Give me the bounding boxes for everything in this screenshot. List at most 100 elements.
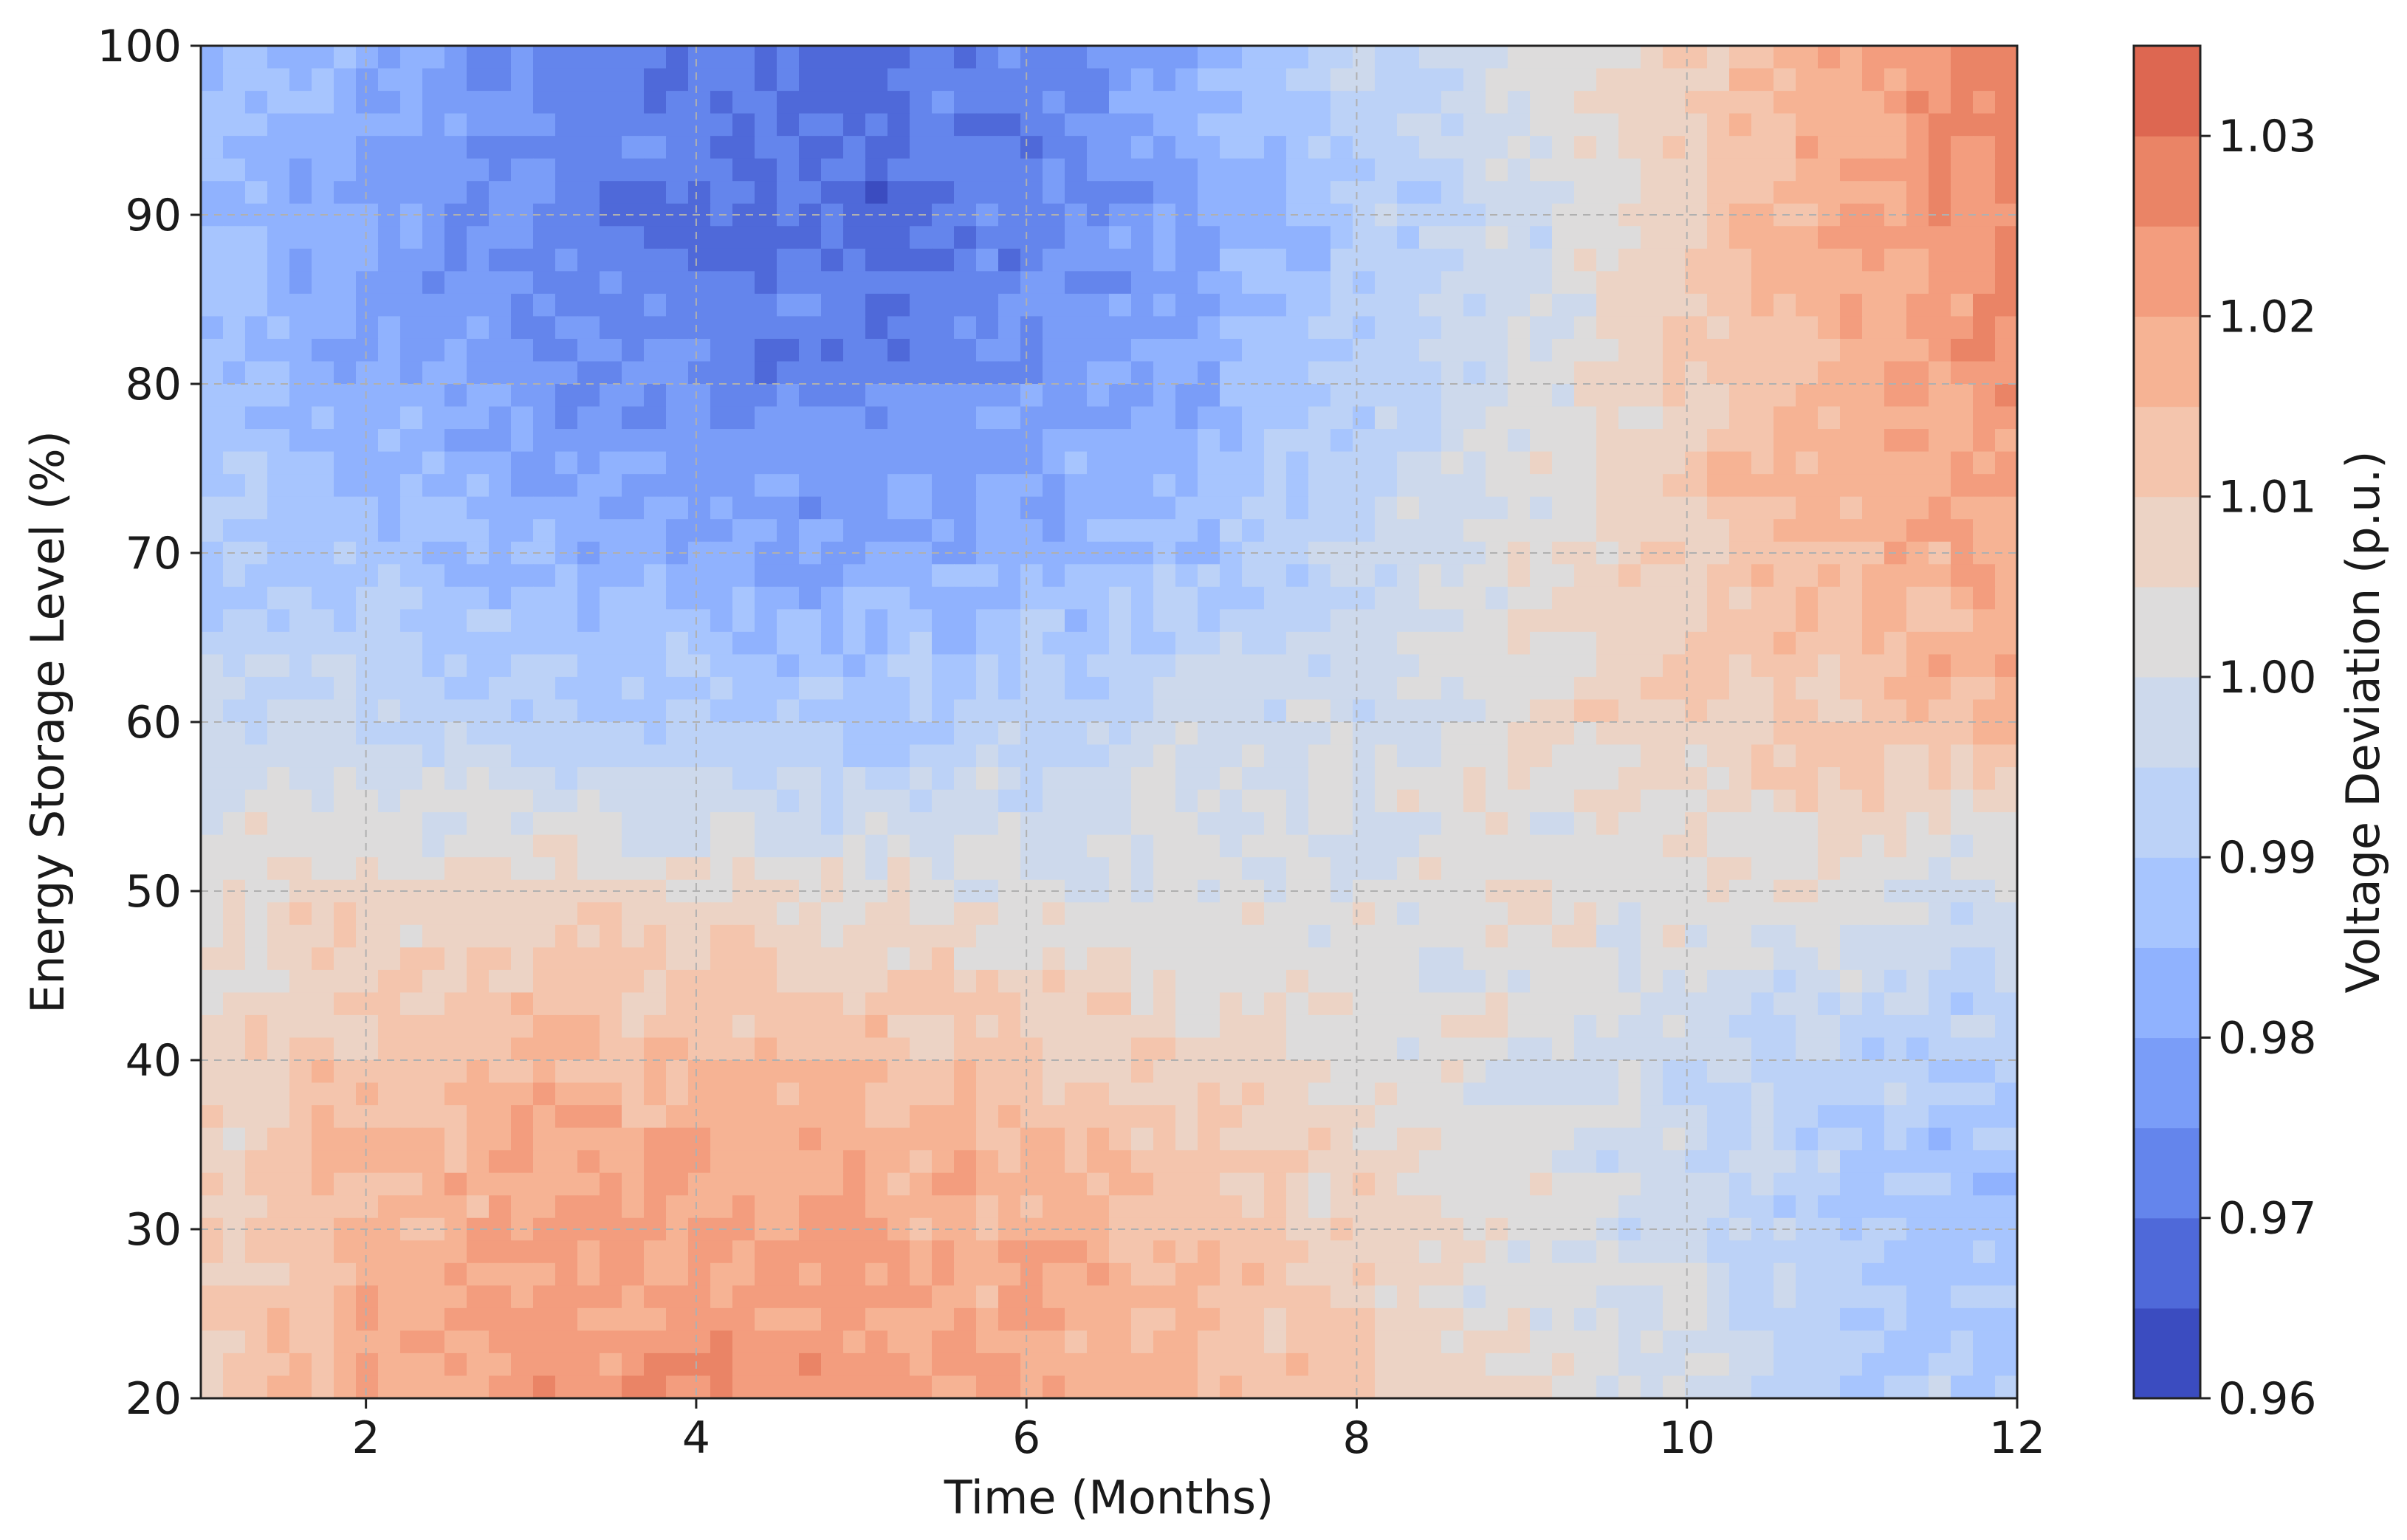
contour-cell [1043, 429, 1065, 453]
contour-cell [887, 68, 910, 92]
contour-cell [1707, 586, 1730, 611]
contour-cell [1618, 631, 1641, 656]
contour-cell [356, 338, 379, 362]
contour-cell [289, 384, 312, 408]
contour-cell [910, 699, 933, 723]
contour-cell [1818, 271, 1841, 295]
contour-cell [511, 676, 534, 701]
contour-cell [622, 676, 645, 701]
contour-cell [378, 699, 401, 723]
contour-cell [1397, 857, 1420, 881]
contour-cell [1397, 586, 1420, 611]
contour-cell [732, 789, 755, 813]
contour-cell [1463, 496, 1486, 520]
contour-cell [555, 812, 578, 836]
contour-cell [1862, 1307, 1885, 1332]
contour-cell [489, 947, 512, 971]
contour-cell [245, 857, 268, 881]
contour-cell [1774, 992, 1796, 1016]
contour-cell [223, 474, 246, 498]
contour-cell [1973, 699, 1996, 723]
contour-cell [777, 1150, 800, 1174]
contour-cell [422, 91, 445, 114]
contour-cell [356, 992, 379, 1016]
contour-cell [777, 519, 800, 543]
x-axis-label: Time (Months) [944, 1471, 1274, 1524]
contour-cell [887, 1375, 910, 1398]
contour-cell [1264, 136, 1287, 159]
contour-cell [1796, 316, 1819, 340]
contour-cell [1796, 834, 1819, 858]
contour-cell [555, 1285, 578, 1309]
contour-cell [777, 1240, 800, 1264]
contour-cell [1995, 46, 2017, 69]
contour-cell [1220, 361, 1243, 385]
contour-cell [201, 1060, 224, 1084]
contour-cell [1419, 834, 1442, 858]
contour-cell [1087, 451, 1110, 475]
contour-cell [1729, 1195, 1752, 1219]
contour-cell [1685, 812, 1708, 836]
contour-cell [976, 474, 999, 498]
contour-cell [489, 722, 512, 746]
contour-cell [378, 1352, 401, 1377]
contour-cell [1552, 1060, 1575, 1084]
contour-cell [755, 1014, 777, 1039]
contour-cell [289, 564, 312, 588]
contour-cell [223, 631, 246, 656]
contour-cell [1618, 1195, 1641, 1219]
contour-cell [1530, 722, 1553, 746]
contour-cell [467, 68, 490, 92]
contour-cell [1641, 902, 1663, 926]
contour-cell [1419, 1127, 1442, 1151]
contour-cell [378, 1150, 401, 1174]
contour-cell [1463, 451, 1486, 475]
contour-cell [422, 429, 445, 453]
contour-cell [245, 1014, 268, 1039]
contour-cell [400, 631, 423, 656]
contour-cell [1375, 1330, 1398, 1354]
contour-cell [1929, 992, 1951, 1016]
contour-cell [1397, 1037, 1420, 1061]
contour-cell [444, 519, 467, 543]
contour-cell [1818, 519, 1841, 543]
contour-cell [1441, 316, 1464, 340]
contour-cell [600, 226, 622, 250]
contour-cell [755, 1105, 777, 1129]
contour-cell [312, 158, 334, 182]
contour-cell [1906, 1082, 1929, 1106]
contour-cell [1641, 91, 1663, 114]
contour-cell [1530, 564, 1553, 588]
contour-cell [887, 1105, 910, 1129]
contour-cell [1530, 654, 1553, 678]
contour-cell [1330, 1172, 1353, 1196]
contour-cell [1663, 1150, 1686, 1174]
contour-cell [1906, 113, 1929, 137]
contour-cell [865, 699, 888, 723]
contour-cell [1065, 1375, 1088, 1398]
contour-cell [201, 1375, 224, 1398]
contour-cell [533, 429, 556, 453]
contour-cell [555, 226, 578, 250]
contour-cell [1441, 1375, 1464, 1398]
contour-cell [1508, 136, 1531, 159]
contour-cell [1486, 1172, 1508, 1196]
contour-cell [533, 857, 556, 881]
contour-cell [289, 1262, 312, 1287]
contour-cell [1286, 1082, 1309, 1106]
contour-cell [1198, 924, 1220, 949]
contour-cell [1796, 857, 1819, 881]
contour-cell [1596, 293, 1619, 317]
contour-cell [887, 1195, 910, 1219]
contour-cell [1419, 451, 1442, 475]
contour-cell [1884, 1172, 1907, 1196]
contour-cell [1109, 361, 1132, 385]
contour-cell [1685, 1014, 1708, 1039]
contour-cell [378, 722, 401, 746]
contour-cell [1508, 519, 1531, 543]
contour-cell [1242, 1172, 1265, 1196]
contour-cell [1131, 1150, 1154, 1174]
contour-cell [1574, 631, 1597, 656]
contour-cell [1508, 338, 1531, 362]
contour-cell [600, 1195, 622, 1219]
